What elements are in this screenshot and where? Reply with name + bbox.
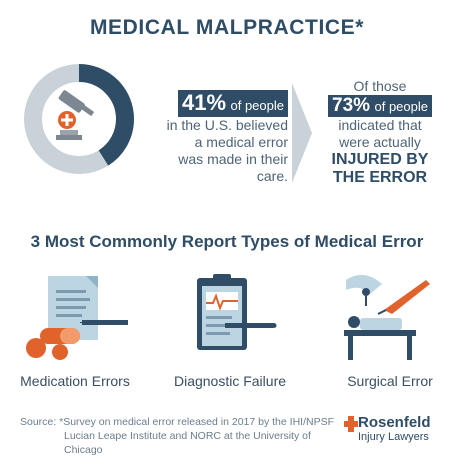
stat1-line: was made in their care. bbox=[178, 151, 288, 184]
clipboard-ekg-icon bbox=[197, 274, 277, 350]
page-title: MEDICAL MALPRACTICE* bbox=[89, 16, 365, 39]
logo-subtitle: Injury Lawyers bbox=[358, 431, 429, 443]
stat1-lead: of people bbox=[230, 98, 285, 113]
gavel-icon bbox=[56, 90, 95, 140]
logo: Rosenfeld Injury Lawyers bbox=[344, 414, 444, 448]
surgery-icon bbox=[344, 274, 430, 360]
stat2-intro: Of those bbox=[353, 78, 407, 94]
gavel-donut-chart bbox=[24, 64, 134, 174]
stat2-emphasis: THE ERROR bbox=[332, 169, 428, 186]
donut-value-arc bbox=[24, 64, 134, 174]
stat1-percent-badge: 41% of people bbox=[178, 90, 288, 117]
type-label: Diagnostic Failure bbox=[173, 373, 287, 389]
source-line: Lucian Leape Institute and NORC at the U… bbox=[64, 430, 311, 456]
stat1-percent: 41% bbox=[182, 90, 227, 115]
section-title: 3 Most Commonly Report Types of Medical … bbox=[30, 232, 424, 251]
stat-believed-error: 41% of people in the U.S. believed a med… bbox=[150, 90, 288, 185]
stat2-lead: of people bbox=[374, 99, 428, 114]
stat2-percent: 73% bbox=[332, 95, 371, 116]
source-line: Source: *Survey on medical error release… bbox=[20, 416, 334, 428]
logo-name: Rosenfeld bbox=[358, 414, 431, 431]
logo-mark-icon bbox=[344, 416, 358, 432]
chevron-right-icon bbox=[292, 83, 312, 183]
stat2-percent-badge: 73% of people bbox=[328, 95, 432, 117]
type-label: Medication Errors bbox=[20, 373, 130, 389]
stat1-line: in the U.S. believed bbox=[166, 117, 288, 133]
stat-injured: Of those 73% of people indicated that we… bbox=[316, 78, 444, 187]
stat2-line: indicated that bbox=[338, 117, 422, 133]
source-note: Source: *Survey on medical error release… bbox=[20, 415, 340, 457]
medication-icon bbox=[26, 276, 128, 360]
stat2-emphasis: INJURED BY bbox=[331, 151, 429, 168]
type-label: Surgical Error bbox=[347, 373, 433, 389]
stat2-line: were actually bbox=[339, 134, 421, 150]
stat1-line: a medical error bbox=[194, 134, 288, 150]
